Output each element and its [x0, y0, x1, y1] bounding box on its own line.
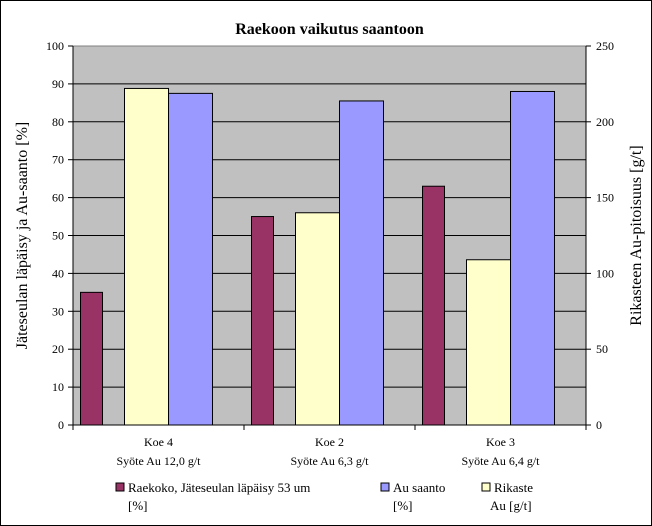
left-tick-label: 30: [52, 304, 64, 318]
left-tick-label: 50: [52, 229, 64, 243]
x-tick-label-sub: Syöte Au 12,0 g/t: [116, 454, 201, 468]
legend-label: Raekoko, Jäteseulan läpäisy 53 um: [128, 480, 310, 495]
legend-label-sub: Au [g/t]: [490, 498, 532, 513]
x-tick-label: Koe 2: [315, 435, 344, 449]
x-tick-label: Koe 3: [486, 435, 515, 449]
left-tick-label: 100: [46, 39, 64, 53]
legend-label-sub: [%]: [393, 498, 413, 513]
left-tick-label: 70: [52, 153, 64, 167]
legend-label-sub: [%]: [128, 498, 148, 513]
legend-label: Rikaste: [494, 480, 533, 495]
left-axis-title: Jäteseulan läpäisy ja Au-saanto [%]: [14, 122, 31, 349]
left-tick-label: 60: [52, 191, 64, 205]
bar-rikaste: [466, 259, 511, 426]
right-axis-title: Rikasteen Au-pitoisuus [g/t]: [628, 145, 645, 325]
bar-au-saanto: [510, 90, 555, 426]
left-tick-label: 10: [52, 380, 64, 394]
bar-rikaste: [295, 212, 340, 426]
x-tick-label-sub: Syöte Au 6,3 g/t: [290, 454, 369, 468]
right-tick-label: 50: [596, 342, 608, 356]
bar-raekoko: [422, 185, 445, 426]
bar-raekoko: [80, 291, 103, 426]
x-tick-label-sub: Syöte Au 6,4 g/t: [461, 454, 540, 468]
bar-au-saanto: [168, 92, 213, 426]
right-tick-label: 250: [596, 39, 614, 53]
left-tick-label: 40: [52, 266, 64, 280]
left-tick-label: 20: [52, 342, 64, 356]
chart-title: Raekoon vaikutus saantoon: [235, 21, 424, 38]
legend-swatch: [115, 482, 125, 492]
legend-swatch: [481, 482, 491, 492]
left-tick-label: 0: [58, 418, 64, 432]
right-tick-label: 200: [596, 115, 614, 129]
left-tick-label: 90: [52, 77, 64, 91]
legend-swatch: [380, 482, 390, 492]
x-tick-label: Koe 4: [144, 435, 173, 449]
right-tick-label: 150: [596, 191, 614, 205]
legend-label: Au saanto: [393, 480, 445, 495]
left-tick-label: 80: [52, 115, 64, 129]
bar-raekoko: [251, 216, 274, 426]
bar-rikaste: [124, 87, 169, 426]
right-tick-label: 0: [596, 418, 602, 432]
right-tick-label: 100: [596, 266, 614, 280]
bar-au-saanto: [339, 100, 384, 426]
